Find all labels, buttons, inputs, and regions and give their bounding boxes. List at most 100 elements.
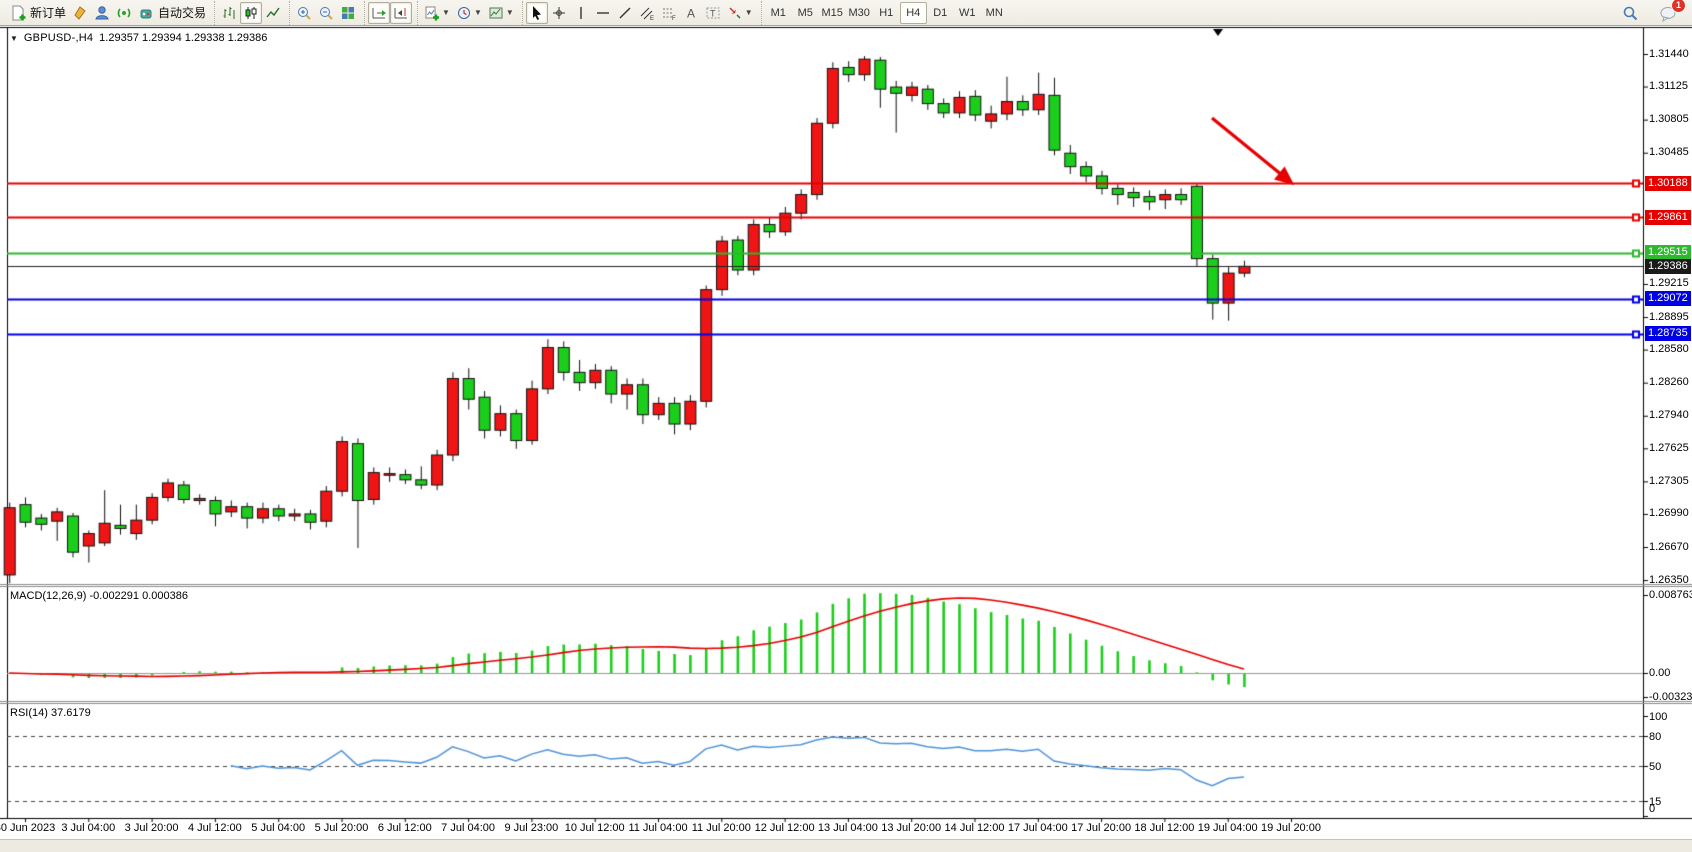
price-tick-label: 1.26670: [1649, 540, 1689, 553]
new-order-icon: [10, 5, 26, 21]
toolbar-group-chart-type: [214, 0, 287, 25]
time-tick-label: 30 Jun 2023: [0, 822, 56, 834]
trendline-icon: [617, 5, 633, 21]
chart-shift-icon: [393, 5, 409, 21]
notifications-button[interactable]: 1: [1656, 0, 1686, 24]
level-price-badge: 1.29515: [1645, 245, 1691, 261]
templates-icon: [488, 5, 504, 21]
chart-shift-button[interactable]: [390, 1, 413, 24]
zoom-in-button[interactable]: [293, 2, 315, 24]
autotrading-label: 自动交易: [158, 6, 207, 20]
channel-icon: E: [639, 5, 655, 21]
new-order-button[interactable]: 新订单: [7, 2, 69, 24]
fibonacci-button[interactable]: F: [658, 2, 680, 24]
rsi-axis-label: 100: [1649, 711, 1668, 723]
price-tick-label: 1.31125: [1649, 80, 1688, 93]
level-price-badge: 1.29861: [1645, 209, 1691, 225]
candlestick-chart-button[interactable]: [240, 1, 263, 24]
cursor-button[interactable]: [525, 1, 548, 24]
notification-badge: 1: [1671, 0, 1686, 13]
templates-button[interactable]: ▼: [485, 2, 517, 24]
periods-button[interactable]: ▼: [453, 2, 485, 24]
rsi-axis-label: 80: [1649, 731, 1662, 743]
level-price-badge: 1.29072: [1645, 291, 1691, 307]
level-price-badge: 1.28735: [1645, 326, 1691, 342]
rsi-label: RSI(14): [10, 707, 48, 719]
toolbar-group-trade: 新订单 自动交易: [4, 1, 212, 25]
timeframe-d1[interactable]: D1: [933, 6, 948, 19]
price-tick-label: 1.27940: [1649, 409, 1689, 422]
time-tick-label: 11 Jul 20:00: [691, 822, 751, 834]
signal-icon: [116, 5, 132, 21]
price-tick-label: 1.27305: [1649, 474, 1689, 487]
periods-clock-icon: [456, 5, 472, 21]
price-tick-label: 1.27625: [1649, 441, 1689, 454]
time-tick-label: 3 Jul 20:00: [124, 822, 179, 834]
svg-text:F: F: [672, 16, 676, 21]
time-tick-label: 19 Jul 04:00: [1197, 822, 1258, 834]
equidistant-channel-button[interactable]: E: [636, 2, 658, 24]
autotrading-button[interactable]: 自动交易: [135, 2, 209, 24]
timeframe-m5[interactable]: M5: [797, 6, 813, 19]
timeframe-m1[interactable]: M1: [770, 6, 786, 19]
time-tick-label: 12 Jul 12:00: [754, 822, 815, 834]
price-tick-label: 1.30485: [1649, 146, 1689, 159]
profile-button[interactable]: [91, 2, 113, 24]
time-tick-label: 13 Jul 20:00: [881, 822, 942, 834]
arrows-button[interactable]: ▼: [724, 2, 756, 24]
text-label-button[interactable]: T: [702, 2, 724, 24]
indicators-button[interactable]: ▼: [421, 2, 453, 24]
timeframe-group: M1 M5 M15 M30 H1 H4 D1 W1 MN: [760, 0, 1011, 25]
horizontal-line-icon: [595, 5, 611, 21]
search-button[interactable]: [1619, 2, 1642, 24]
toolbar-group-draw: E F A T ▼: [521, 0, 759, 25]
horizontal-line-button[interactable]: [592, 2, 614, 24]
profile-icon: [94, 5, 110, 21]
tile-windows-button[interactable]: [337, 2, 359, 24]
line-chart-button[interactable]: [262, 2, 284, 24]
time-tick-label: 10 Jul 12:00: [564, 822, 625, 834]
time-tick-label: 13 Jul 04:00: [817, 822, 878, 834]
main-toolbar: 新订单 自动交易: [0, 0, 1692, 26]
rsi-axis-label: 0: [1649, 803, 1656, 815]
price-tick-label: 1.28895: [1649, 310, 1689, 323]
collapse-triangle-icon: ▼: [10, 33, 18, 43]
zoom-in-icon: [296, 5, 312, 21]
macd-values: -0.002291 0.000386: [89, 590, 188, 602]
time-tick-label: 11 Jul 04:00: [628, 822, 688, 834]
timeframe-mn[interactable]: MN: [985, 6, 1003, 19]
vertical-line-button[interactable]: [570, 2, 592, 24]
macd-axis-label: 0.008763: [1649, 588, 1692, 601]
crosshair-button[interactable]: [548, 2, 570, 24]
svg-text:A: A: [687, 6, 695, 20]
chart-styler-button[interactable]: [69, 2, 91, 24]
zoom-out-button[interactable]: [315, 2, 337, 24]
autotrading-icon: [138, 5, 154, 21]
time-tick-label: 18 Jul 12:00: [1134, 822, 1195, 834]
timeframe-m30[interactable]: M30: [848, 6, 870, 19]
signals-button[interactable]: [113, 2, 135, 24]
timeframe-h1[interactable]: H1: [879, 6, 894, 19]
svg-text:T: T: [710, 8, 716, 18]
bar-chart-button[interactable]: [218, 2, 240, 24]
timeframe-h4[interactable]: H4: [899, 1, 927, 24]
indicators-icon: [424, 5, 440, 21]
trendline-button[interactable]: [614, 2, 636, 24]
timeframe-m15[interactable]: M15: [821, 6, 843, 19]
crosshair-icon: [551, 5, 567, 21]
price-tick-label: 1.28260: [1649, 376, 1689, 389]
auto-scroll-button[interactable]: [368, 1, 391, 24]
arrows-caret: ▼: [744, 8, 753, 17]
time-tick-label: 17 Jul 20:00: [1071, 822, 1132, 834]
timeframe-w1[interactable]: W1: [958, 6, 976, 19]
rsi-axis-label: 50: [1649, 761, 1662, 773]
rsi-axis-label: 15: [1649, 796, 1662, 808]
templates-caret: ▼: [505, 8, 514, 17]
text-button[interactable]: A: [680, 2, 702, 24]
text-label-icon: T: [705, 5, 721, 21]
candlestick-icon: [243, 5, 259, 21]
price-tick-label: 1.26350: [1649, 573, 1689, 586]
window-bottom-strip: [0, 839, 1692, 852]
chart-ohlc-values: 1.29357 1.29394 1.29338 1.29386: [99, 32, 268, 44]
